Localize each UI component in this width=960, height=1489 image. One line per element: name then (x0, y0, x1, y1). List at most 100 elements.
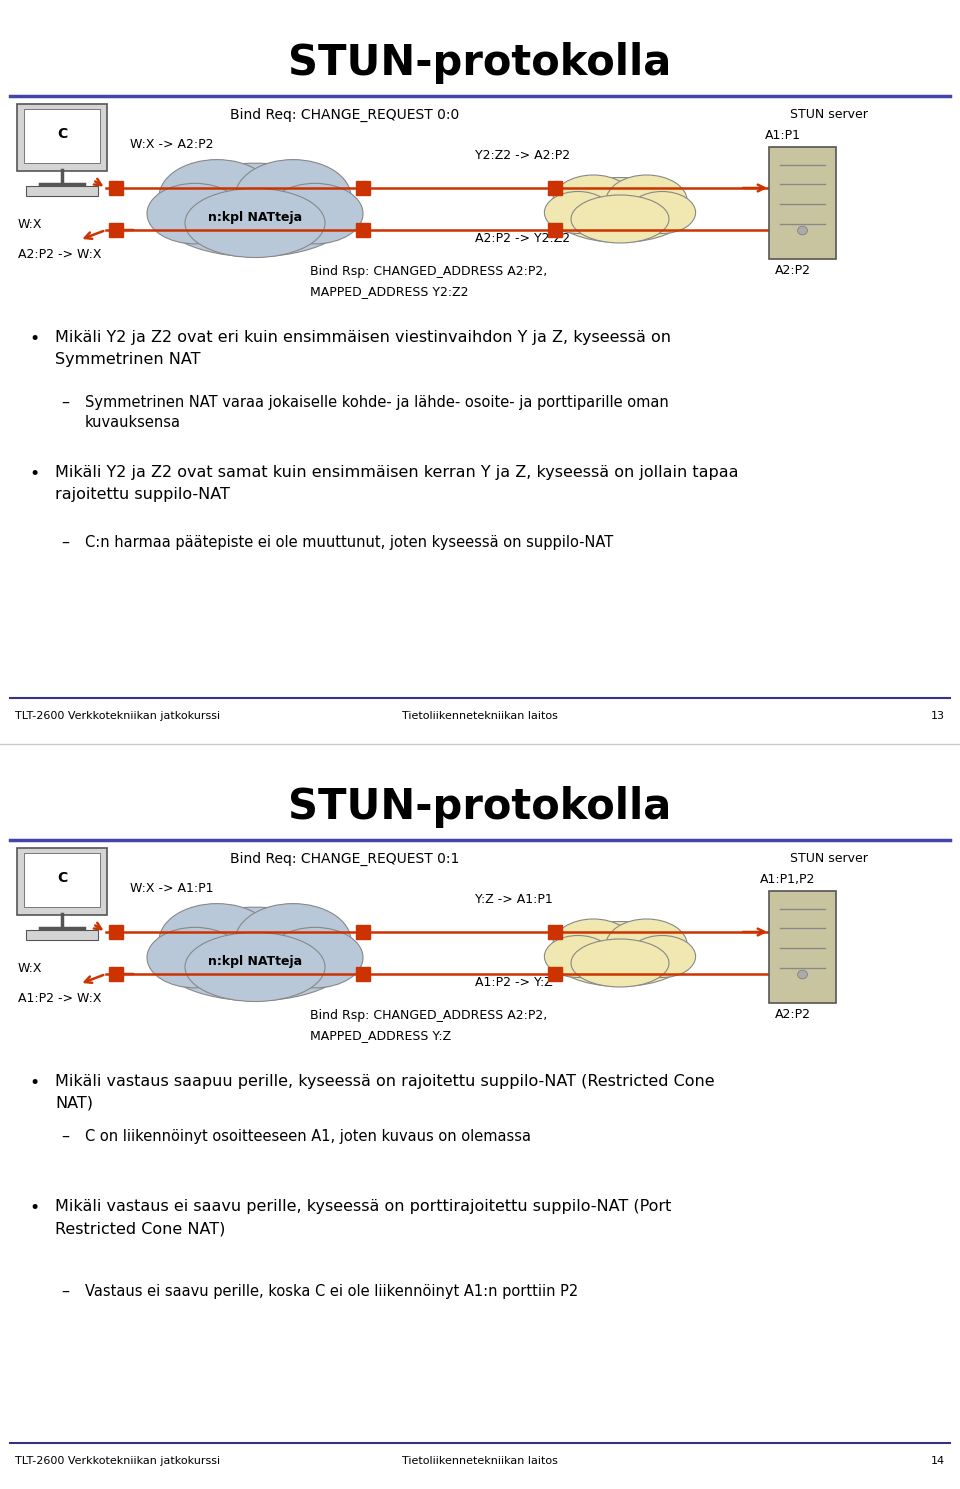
Bar (109, 966, 123, 981)
Text: Mikäli vastaus ei saavu perille, kyseessä on porttirajoitettu suppilo-NAT (Port: Mikäli vastaus ei saavu perille, kyseess… (55, 1199, 671, 1214)
Text: •: • (30, 331, 40, 348)
Text: Y2:Z2 -> A2:P2: Y2:Z2 -> A2:P2 (475, 149, 570, 162)
Text: Bind Req: CHANGE_REQUEST 0:0: Bind Req: CHANGE_REQUEST 0:0 (230, 109, 459, 122)
Ellipse shape (147, 928, 243, 987)
FancyBboxPatch shape (24, 109, 101, 162)
Text: Mikäli vastaus saapuu perille, kyseessä on rajoitettu suppilo-NAT (Restricted Co: Mikäli vastaus saapuu perille, kyseessä … (55, 1074, 714, 1088)
Ellipse shape (629, 192, 696, 234)
Text: C: C (57, 127, 67, 141)
Text: C on liikennöinyt osoitteeseen A1, joten kuvaus on olemassa: C on liikennöinyt osoitteeseen A1, joten… (85, 1129, 531, 1144)
Bar (109, 182, 123, 195)
Text: STUN-protokolla: STUN-protokolla (288, 42, 672, 83)
Ellipse shape (553, 919, 634, 971)
Text: MAPPED_ADDRESS Y2:Z2: MAPPED_ADDRESS Y2:Z2 (310, 284, 468, 298)
FancyBboxPatch shape (769, 890, 836, 1004)
Text: C:n harmaa päätepiste ei ole muuttunut, joten kyseessä on suppilo-NAT: C:n harmaa päätepiste ei ole muuttunut, … (85, 535, 613, 549)
Text: NAT): NAT) (55, 1096, 93, 1111)
Ellipse shape (155, 907, 355, 1001)
Text: A2:P2: A2:P2 (775, 264, 811, 277)
Ellipse shape (159, 904, 275, 978)
Bar (109, 925, 123, 940)
Text: Symmetrinen NAT varaa jokaiselle kohde- ja lähde- osoite- ja porttiparille oman: Symmetrinen NAT varaa jokaiselle kohde- … (85, 395, 669, 409)
Text: Tietoliikennetekniikan laitos: Tietoliikennetekniikan laitos (402, 712, 558, 721)
Ellipse shape (798, 226, 807, 235)
Bar (548, 223, 562, 237)
Bar (356, 966, 370, 981)
Bar (356, 925, 370, 940)
Text: –: – (61, 395, 69, 409)
Text: W:X: W:X (18, 962, 42, 975)
Ellipse shape (606, 919, 687, 971)
Text: Y:Z -> A1:P1: Y:Z -> A1:P1 (475, 893, 553, 905)
Ellipse shape (550, 177, 690, 243)
Ellipse shape (159, 159, 275, 234)
Bar (548, 925, 562, 940)
Text: 14: 14 (931, 1456, 945, 1467)
Text: A2:P2 -> W:X: A2:P2 -> W:X (18, 249, 102, 261)
Ellipse shape (235, 159, 351, 234)
Text: Symmetrinen NAT: Symmetrinen NAT (55, 351, 201, 366)
Text: STUN server: STUN server (790, 852, 868, 865)
Bar (109, 223, 123, 237)
FancyBboxPatch shape (769, 147, 836, 259)
FancyBboxPatch shape (26, 929, 98, 940)
Text: Bind Req: CHANGE_REQUEST 0:1: Bind Req: CHANGE_REQUEST 0:1 (230, 852, 460, 867)
Text: A1:P1,P2: A1:P1,P2 (760, 873, 815, 886)
Text: •: • (30, 465, 40, 482)
Ellipse shape (544, 935, 612, 977)
Text: Bind Rsp: CHANGED_ADDRESS A2:P2,: Bind Rsp: CHANGED_ADDRESS A2:P2, (310, 265, 547, 278)
Text: Mikäli Y2 ja Z2 ovat samat kuin ensimmäisen kerran Y ja Z, kyseessä on jollain t: Mikäli Y2 ja Z2 ovat samat kuin ensimmäi… (55, 465, 738, 479)
Ellipse shape (629, 935, 696, 977)
Text: STUN-protokolla: STUN-protokolla (288, 786, 672, 828)
Text: Tietoliikennetekniikan laitos: Tietoliikennetekniikan laitos (402, 1456, 558, 1467)
Text: A1:P2 -> Y:Z: A1:P2 -> Y:Z (475, 975, 553, 989)
FancyBboxPatch shape (26, 186, 98, 195)
Ellipse shape (267, 928, 363, 987)
FancyBboxPatch shape (24, 853, 101, 907)
Ellipse shape (571, 195, 669, 243)
Text: MAPPED_ADDRESS Y:Z: MAPPED_ADDRESS Y:Z (310, 1029, 451, 1042)
Text: A2:P2 -> Y2:Z2: A2:P2 -> Y2:Z2 (475, 232, 570, 246)
Ellipse shape (185, 932, 325, 1002)
Bar (356, 182, 370, 195)
FancyBboxPatch shape (17, 104, 107, 171)
Text: A1:P1: A1:P1 (765, 130, 801, 141)
Text: •: • (30, 1199, 40, 1217)
Bar (548, 182, 562, 195)
Text: –: – (61, 1129, 69, 1144)
Ellipse shape (571, 940, 669, 987)
Text: rajoitettu suppilo-NAT: rajoitettu suppilo-NAT (55, 487, 229, 502)
Text: –: – (61, 1284, 69, 1298)
Text: Mikäli Y2 ja Z2 ovat eri kuin ensimmäisen viestinvaihdon Y ja Z, kyseessä on: Mikäli Y2 ja Z2 ovat eri kuin ensimmäise… (55, 331, 671, 345)
Ellipse shape (147, 183, 243, 244)
Text: n:kpl NATteja: n:kpl NATteja (208, 956, 302, 968)
Ellipse shape (553, 176, 634, 226)
Ellipse shape (267, 183, 363, 244)
Text: W:X: W:X (18, 217, 42, 231)
Ellipse shape (185, 189, 325, 258)
Text: –: – (61, 535, 69, 549)
Text: W:X -> A2:P2: W:X -> A2:P2 (130, 138, 213, 150)
Text: Restricted Cone NAT): Restricted Cone NAT) (55, 1221, 226, 1236)
FancyBboxPatch shape (17, 849, 107, 914)
Text: •: • (30, 1074, 40, 1091)
Ellipse shape (544, 192, 612, 234)
Ellipse shape (606, 176, 687, 226)
Ellipse shape (235, 904, 351, 978)
Text: STUN server: STUN server (790, 109, 868, 121)
Ellipse shape (550, 922, 690, 987)
Text: 13: 13 (931, 712, 945, 721)
Text: TLT-2600 Verkkotekniikan jatkokurssi: TLT-2600 Verkkotekniikan jatkokurssi (15, 712, 220, 721)
Text: C: C (57, 871, 67, 884)
Bar (548, 966, 562, 981)
Text: Bind Rsp: CHANGED_ADDRESS A2:P2,: Bind Rsp: CHANGED_ADDRESS A2:P2, (310, 1010, 547, 1021)
Text: A1:P2 -> W:X: A1:P2 -> W:X (18, 992, 102, 1005)
Text: kuvauksensa: kuvauksensa (85, 415, 181, 430)
Text: TLT-2600 Verkkotekniikan jatkokurssi: TLT-2600 Verkkotekniikan jatkokurssi (15, 1456, 220, 1467)
Text: n:kpl NATteja: n:kpl NATteja (208, 211, 302, 225)
Ellipse shape (798, 971, 807, 978)
Ellipse shape (155, 164, 355, 256)
Text: W:X -> A1:P1: W:X -> A1:P1 (130, 881, 213, 895)
Text: Vastaus ei saavu perille, koska C ei ole liikennöinyt A1:n porttiin P2: Vastaus ei saavu perille, koska C ei ole… (85, 1284, 578, 1298)
Bar (356, 223, 370, 237)
